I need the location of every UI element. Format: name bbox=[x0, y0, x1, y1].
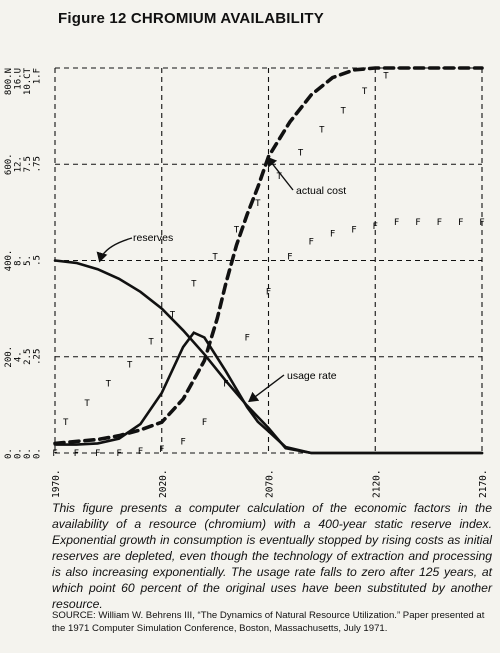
y-tick-label: .5 bbox=[33, 255, 43, 266]
y-tick-label: 10.CT bbox=[23, 67, 33, 95]
series-marker-F: F bbox=[159, 445, 164, 455]
series-line-usage-rate bbox=[53, 331, 484, 455]
y-tick-label: 7.5 bbox=[23, 156, 33, 172]
annotation-reserves: reserves bbox=[133, 232, 173, 244]
annotation-usage-rate: usage rate bbox=[287, 370, 337, 382]
series-marker-T: T bbox=[255, 199, 261, 209]
series-marker-T: T bbox=[341, 106, 347, 116]
y-tick-label: 600. bbox=[4, 153, 14, 175]
series-marker-T: T bbox=[127, 360, 133, 370]
series-marker-F: F bbox=[138, 447, 143, 457]
series-marker-F: F bbox=[351, 226, 356, 236]
y-tick-label: 0. bbox=[14, 448, 24, 459]
series-marker-F: F bbox=[415, 218, 420, 228]
series-marker-F: F bbox=[287, 253, 292, 263]
series-marker-T: T bbox=[319, 126, 325, 136]
series-marker-F: F bbox=[266, 287, 271, 297]
y-tick-label: 0. bbox=[33, 448, 43, 459]
series-marker-T: T bbox=[234, 226, 240, 236]
series-marker-T: T bbox=[362, 87, 368, 97]
series-marker-F: F bbox=[244, 334, 249, 344]
y-tick-label: 400. bbox=[4, 250, 14, 272]
series-marker-T: T bbox=[106, 380, 112, 390]
series-marker-F: F bbox=[437, 218, 442, 228]
series-marker-F: F bbox=[394, 218, 399, 228]
x-tick-label: 2120. bbox=[371, 469, 382, 498]
y-tick-label: 4. bbox=[14, 351, 24, 362]
series-marker-T: T bbox=[212, 253, 218, 263]
y-tick-label: 0. bbox=[23, 448, 33, 459]
series-marker-F: F bbox=[223, 380, 228, 390]
y-tick-label: .25 bbox=[33, 349, 43, 365]
y-tick-label: 16.U bbox=[14, 68, 24, 90]
series-marker-T: T bbox=[148, 337, 154, 347]
series-marker-F: F bbox=[52, 449, 57, 459]
series-marker-F: F bbox=[458, 218, 463, 228]
y-tick-label: 2.5 bbox=[23, 349, 33, 365]
series-marker-T: T bbox=[84, 399, 90, 409]
y-tick-label: 5. bbox=[23, 255, 33, 266]
series-line-actual-cost bbox=[53, 66, 484, 446]
series-marker-F: F bbox=[373, 222, 378, 232]
series-marker-T: T bbox=[298, 149, 304, 159]
y-tick-label: 12. bbox=[14, 156, 24, 172]
y-tick-label: 200. bbox=[4, 346, 14, 368]
y-tick-label: .75 bbox=[33, 156, 43, 172]
series-marker-T: T bbox=[383, 72, 389, 82]
y-tick-label: 1.F bbox=[33, 68, 43, 84]
y-tick-label: 0. bbox=[4, 448, 14, 459]
series-marker-F: F bbox=[202, 418, 207, 428]
series-marker-T: T bbox=[170, 310, 176, 320]
x-tick-label: 1970. bbox=[51, 469, 62, 498]
chart: 1970. 2020. 2070. 2120. 2170. 0. 200. 400. 600. 8… bbox=[4, 66, 489, 498]
x-tick-label: 2070. bbox=[265, 469, 276, 498]
annotation-arrow bbox=[96, 237, 133, 263]
y-tick-label: 800.N bbox=[4, 68, 14, 95]
series-marker-F: F bbox=[330, 230, 335, 240]
series-marker-F: F bbox=[479, 218, 484, 228]
x-tick-label: 2020. bbox=[158, 469, 169, 498]
annotation-arrow bbox=[248, 374, 285, 403]
series-marker-T: T bbox=[276, 172, 282, 182]
annotation-actual-cost: actual cost bbox=[296, 185, 346, 197]
y-tick-label: 8. bbox=[14, 255, 24, 266]
series-marker-T: T bbox=[191, 280, 197, 290]
series-marker-F: F bbox=[116, 449, 121, 459]
series-marker-F: F bbox=[74, 449, 79, 459]
series-marker-F: F bbox=[95, 449, 100, 459]
figure-caption: This figure presents a computer calculat… bbox=[52, 501, 492, 611]
series-marker-T: T bbox=[63, 418, 69, 428]
figure-title: Figure 12 CHROMIUM AVAILABILITY bbox=[58, 10, 324, 27]
series-marker-F: F bbox=[308, 237, 313, 247]
annotation-arrow bbox=[266, 156, 294, 191]
series-marker-F: F bbox=[180, 437, 185, 447]
figure-source: SOURCE: William W. Behrens III, “The Dyn… bbox=[52, 610, 485, 634]
x-tick-label: 2170. bbox=[478, 469, 489, 498]
